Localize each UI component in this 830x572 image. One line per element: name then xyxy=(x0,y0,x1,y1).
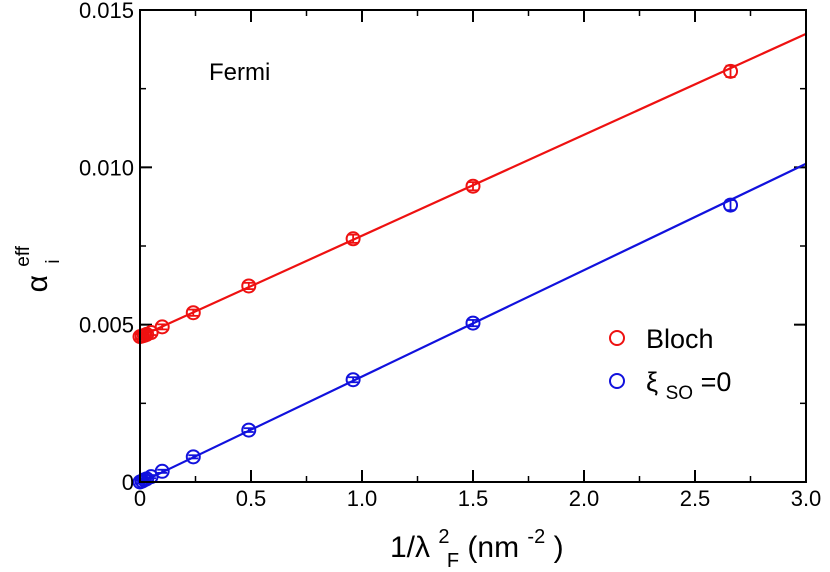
x-tick-label: 0 xyxy=(134,486,146,511)
data-point-series-0 xyxy=(345,231,361,247)
y-axis-label: α eff i xyxy=(3,238,64,293)
x-axis-label-main: 1/λ xyxy=(390,531,430,564)
y-tick-label: 0.010 xyxy=(79,155,134,180)
y-tick-label: 0 xyxy=(122,470,134,495)
x-axis-label-sup: 2 xyxy=(438,526,449,548)
x-tick-label: 1.5 xyxy=(458,486,489,511)
y-axis-label-sub: i xyxy=(43,259,64,263)
y-axis-label-main: α xyxy=(21,275,54,292)
data-point-series-0 xyxy=(154,319,170,335)
y-tick-label: 0.005 xyxy=(79,313,134,338)
data-points xyxy=(132,63,739,490)
legend-marker-bloch xyxy=(609,330,625,346)
x-axis-label-unit-close: ) xyxy=(554,531,564,564)
data-point-series-1 xyxy=(241,422,257,438)
data-point-series-0 xyxy=(723,63,739,79)
x-tick-label: 2.0 xyxy=(569,486,600,511)
data-point-series-0 xyxy=(185,305,201,321)
data-point-series-1 xyxy=(345,372,361,388)
data-point-series-1 xyxy=(465,315,481,331)
legend-marker-xi-so xyxy=(609,373,625,389)
chart-annotation: Fermi xyxy=(209,59,270,86)
y-tick-label: 0.015 xyxy=(79,0,134,23)
x-axis-label-sub: F xyxy=(447,550,459,572)
legend: Bloch ξ SO =0 xyxy=(609,324,731,405)
y-axis-label-sup: eff xyxy=(13,245,34,267)
fit-lines xyxy=(139,32,807,484)
legend-label-eq-zero: =0 xyxy=(701,367,732,397)
x-axis-label: 1/λ 2 F (nm -2 ) xyxy=(390,517,564,572)
data-point-series-1 xyxy=(723,197,739,213)
legend-label-xi-so: ξ SO =0 xyxy=(646,367,731,405)
legend-label-so: SO xyxy=(666,383,693,404)
data-point-series-1 xyxy=(185,449,201,465)
x-tick-label: 2.5 xyxy=(680,486,711,511)
x-axis-label-unit-sup: -2 xyxy=(527,526,545,548)
legend-label-xi: ξ xyxy=(646,367,658,397)
plot-frame xyxy=(139,9,807,483)
x-tick-label: 0.5 xyxy=(236,486,267,511)
data-point-series-1 xyxy=(154,463,170,479)
x-axis-label-unit: (nm xyxy=(467,531,519,564)
data-point-series-0 xyxy=(241,278,257,294)
legend-label-bloch: Bloch xyxy=(646,324,714,354)
tick-labels: 0 0.5 1.0 1.5 2.0 2.5 3.0 0 0.005 0.010 0.015 xyxy=(79,0,821,511)
x-tick-label: 1.0 xyxy=(347,486,378,511)
x-tick-label: 3.0 xyxy=(791,486,822,511)
data-point-series-0 xyxy=(465,178,481,194)
